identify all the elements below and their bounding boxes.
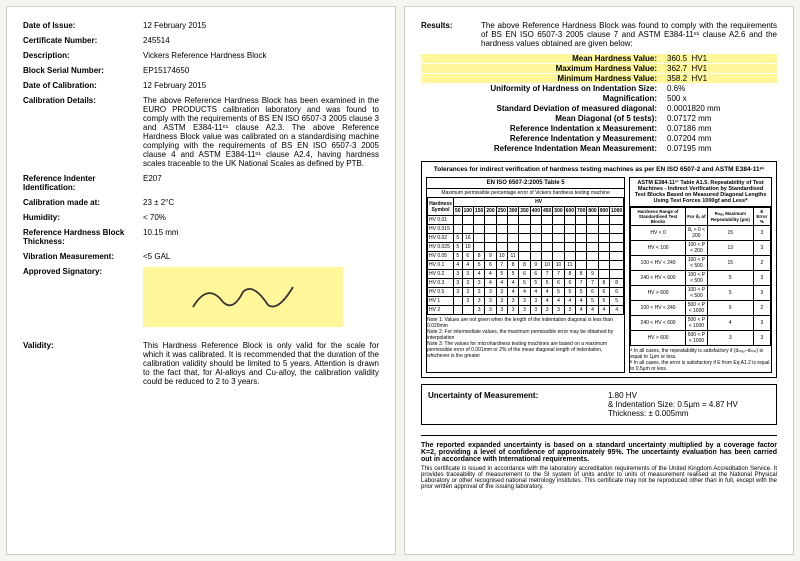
results-intro: The above Reference Hardness Block was f… xyxy=(481,21,777,48)
cert-no-label: Certificate Number: xyxy=(23,36,143,45)
serial-label: Block Serial Number: xyxy=(23,66,143,75)
calmade-value: 23 ± 2°C xyxy=(143,198,379,207)
astm-table: Hardness Range of Standardised Test Bloc… xyxy=(630,207,771,346)
thickness-value: 10.15 mm xyxy=(143,228,379,237)
signature-icon xyxy=(183,277,303,317)
signatory-label: Approved Signatory: xyxy=(23,267,143,276)
unc-l1: 1.80 HV xyxy=(608,391,738,400)
date-issue-value: 12 February 2015 xyxy=(143,21,379,30)
vibration-value: <5 GAL xyxy=(143,252,379,261)
date-cal-label: Date of Calibration: xyxy=(23,81,143,90)
uniformity-label: Uniformity of Hardness on Indentation Si… xyxy=(451,84,657,93)
iso-table: Hardness SymbolHV50100150200250300350400… xyxy=(427,197,624,315)
footer-small: This certificate is issued in accordance… xyxy=(421,466,777,490)
validity-value: This Hardness Reference Block is only va… xyxy=(143,341,379,386)
serial-value: EP15174650 xyxy=(143,66,379,75)
cert-no-value: 245514 xyxy=(143,36,379,45)
uncertainty-box: Uncertainty of Measurement: 1.80 HV & In… xyxy=(421,384,777,425)
col2-title: ASTM E384-11ᵉ¹ Table A1.5. Repeatability… xyxy=(630,178,771,207)
tol-title: Tolerances for indirect verification of … xyxy=(426,166,772,173)
footer: The reported expanded uncertainty is bas… xyxy=(421,435,777,490)
col1-title: EN ISO 6507-2:2005 Table 5 xyxy=(427,178,624,189)
min-label: Minimum Hardness Value: xyxy=(451,74,657,83)
date-cal-value: 12 February 2015 xyxy=(143,81,379,90)
calmade-label: Calibration made at: xyxy=(23,198,143,207)
cal-details-label: Calibration Details: xyxy=(23,96,143,105)
refmean-label: Reference Indentation Mean Measurement: xyxy=(451,144,657,153)
meandiag-label: Mean Diagonal (of 5 tests): xyxy=(451,114,657,123)
max-label: Maximum Hardness Value: xyxy=(451,64,657,73)
humidity-label: Humidity: xyxy=(23,213,143,222)
stddev-label: Standard Deviation of measured diagonal: xyxy=(451,104,657,113)
description-label: Description: xyxy=(23,51,143,60)
results-block: Mean Hardness Value:360.5 HV1 Maximum Ha… xyxy=(421,54,777,153)
unc-label: Uncertainty of Measurement: xyxy=(428,391,608,418)
indenter-value: E207 xyxy=(143,174,379,183)
refx-label: Reference Indentation x Measurement: xyxy=(451,124,657,133)
signature-box xyxy=(143,267,343,327)
astm-notes: ᴬ In all cases, the repeatability is sat… xyxy=(630,348,771,372)
footer-bold: The reported expanded uncertainty is bas… xyxy=(421,442,777,463)
refy-label: Reference Indentation y Measurement: xyxy=(451,134,657,143)
unc-l2: & Indentation Size: 0.5μm = 4.87 HV xyxy=(608,400,738,409)
humidity-value: < 70% xyxy=(143,213,379,222)
indenter-label: Reference Indenter Identification: xyxy=(23,174,143,192)
results-label: Results: xyxy=(421,21,481,30)
date-issue-label: Date of Issue: xyxy=(23,21,143,30)
mean-label: Mean Hardness Value: xyxy=(451,54,657,63)
unc-l3: Thickness: ± 0.005mm xyxy=(608,409,738,418)
iso-notes: Note 1: Values are not given when the le… xyxy=(427,317,624,359)
left-page: Date of Issue:12 February 2015 Certifica… xyxy=(6,6,396,555)
validity-label: Validity: xyxy=(23,341,143,350)
cal-details-value: The above Reference Hardness Block has b… xyxy=(143,96,379,168)
description-value: Vickers Reference Hardness Block xyxy=(143,51,379,60)
right-page: Results:The above Reference Hardness Blo… xyxy=(404,6,794,555)
thickness-label: Reference Hardness Block Thickness: xyxy=(23,228,143,246)
vibration-label: Vibration Measurement: xyxy=(23,252,143,261)
tolerance-box: Tolerances for indirect verification of … xyxy=(421,161,777,378)
mag-label: Magnification: xyxy=(451,94,657,103)
